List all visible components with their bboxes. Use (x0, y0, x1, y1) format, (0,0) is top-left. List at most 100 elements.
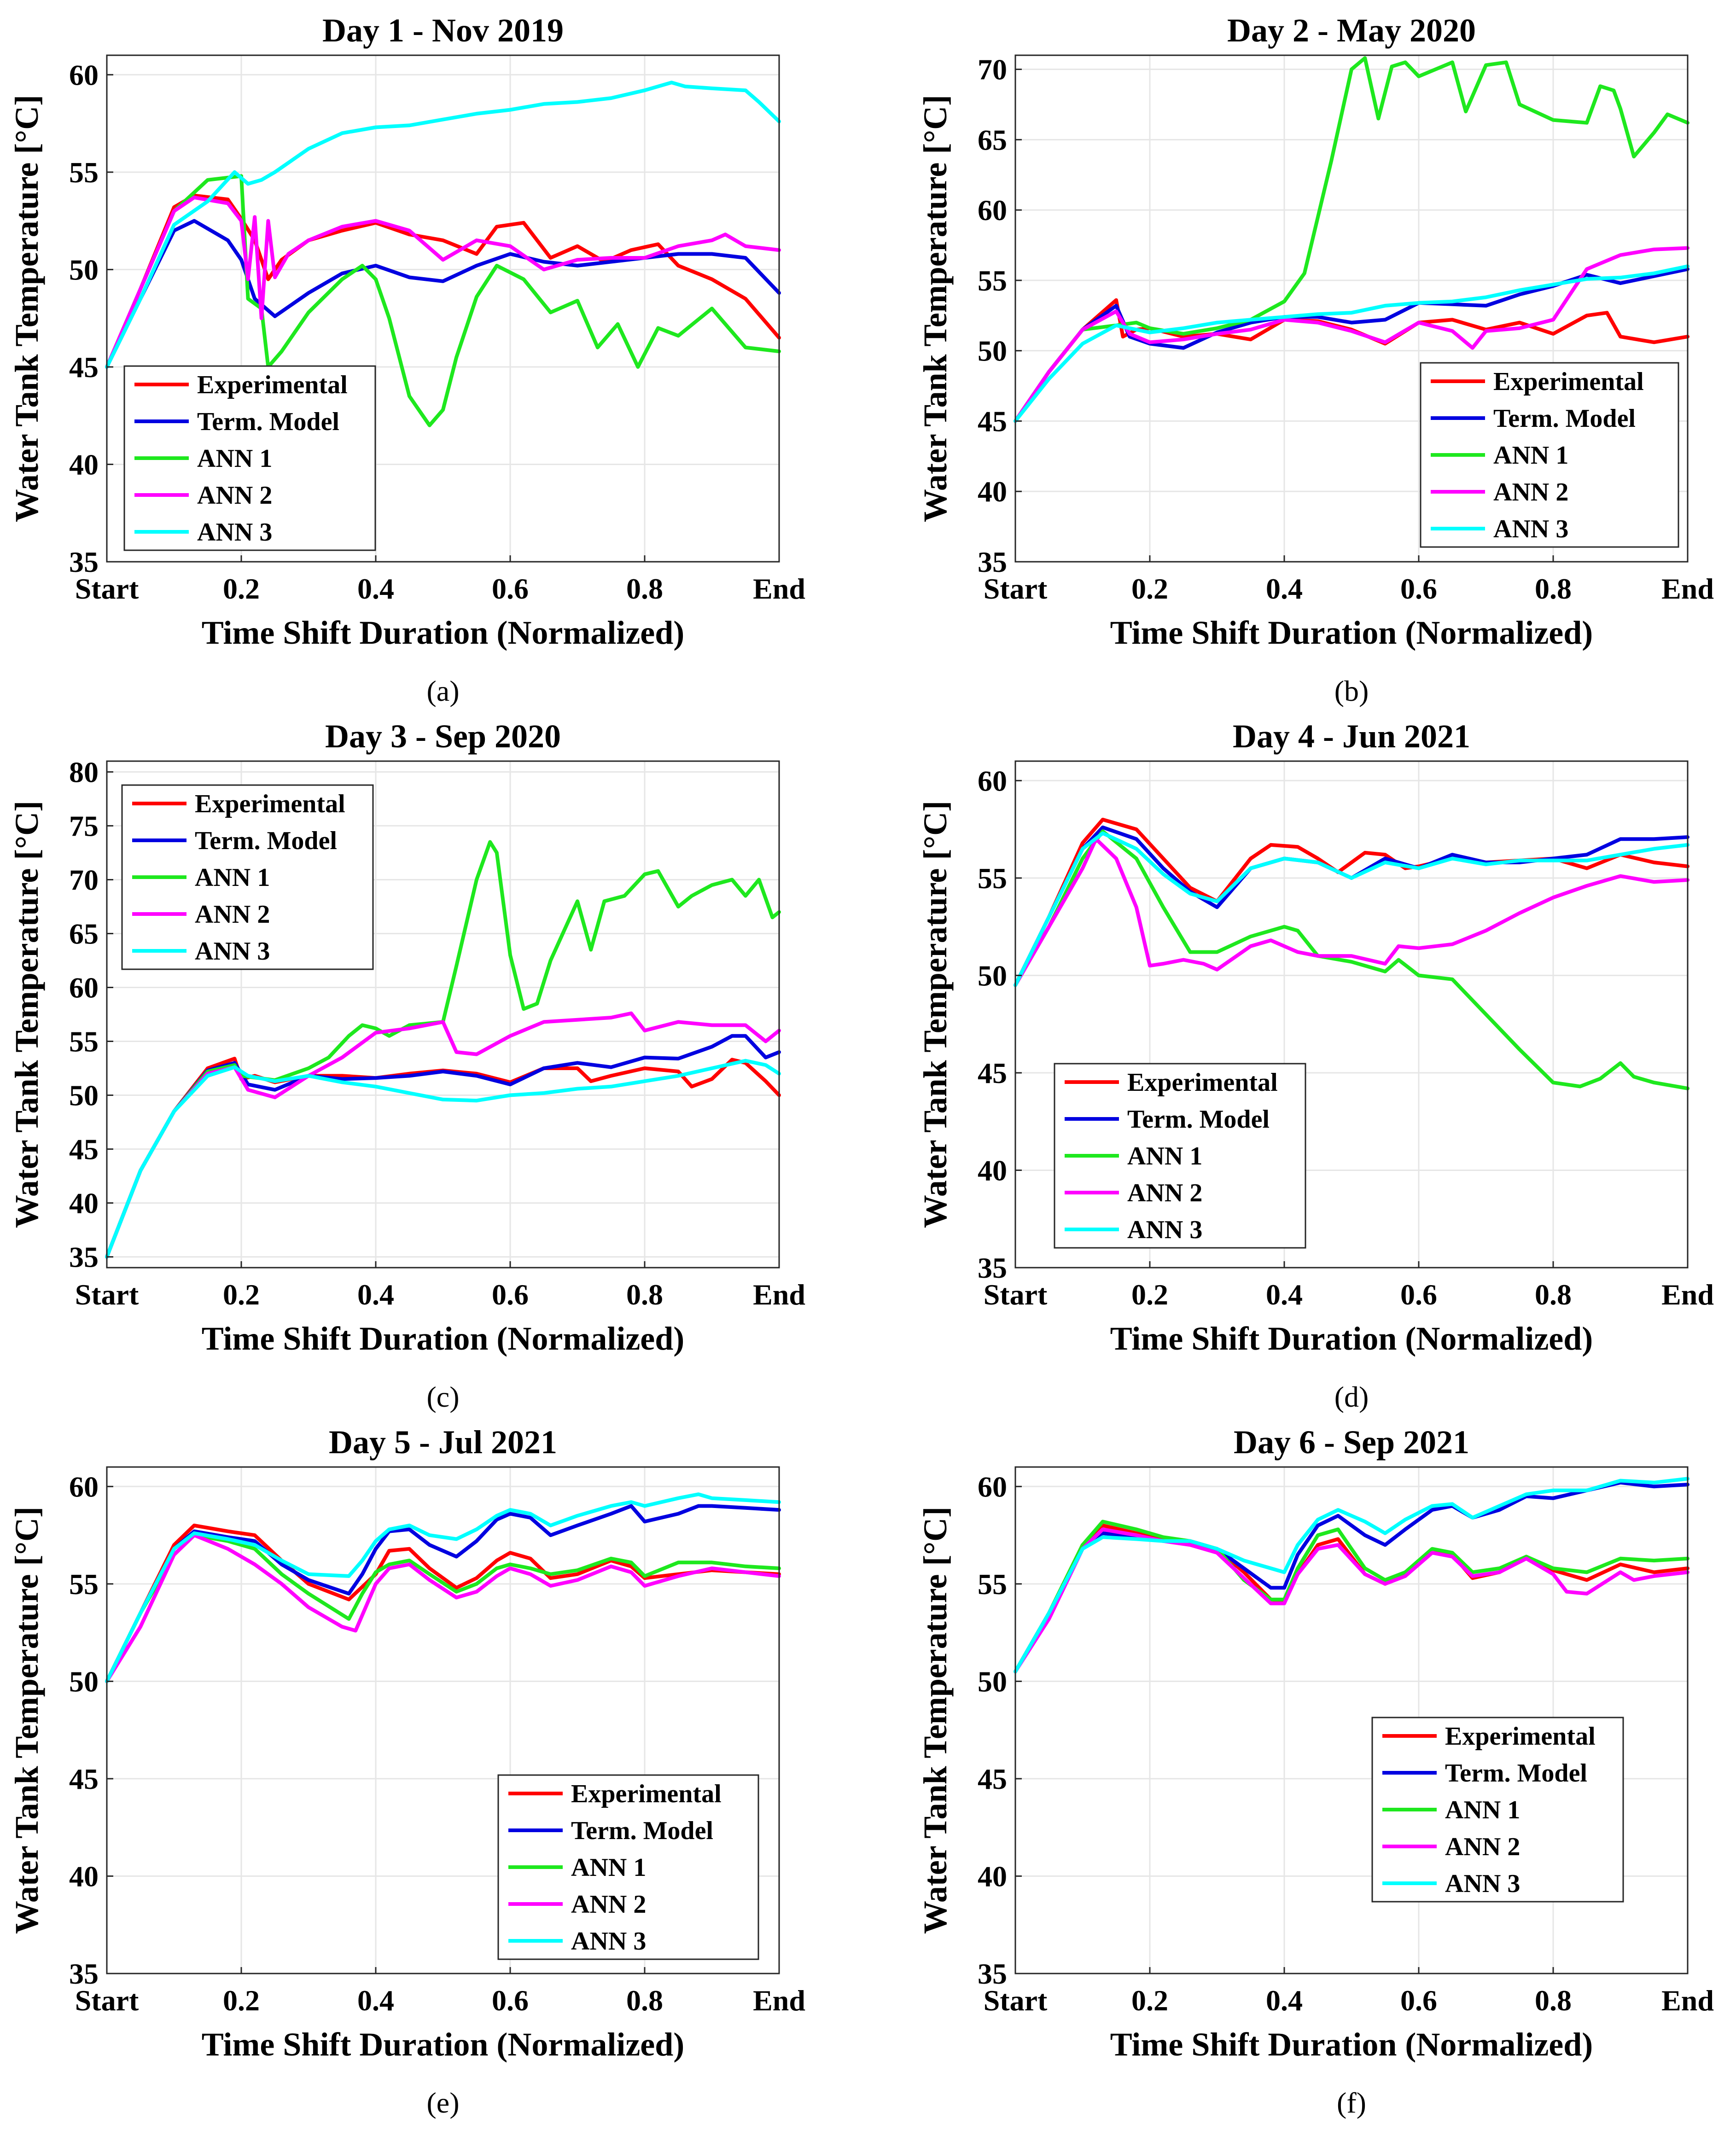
x-tick-label: 0.8 (626, 1278, 663, 1311)
y-tick-label: 60 (69, 1470, 99, 1503)
y-tick-label: 55 (69, 1025, 99, 1058)
y-tick-label: 40 (978, 1860, 1007, 1892)
series-line-ann-3 (1014, 1477, 1689, 1674)
series-line-experimental (105, 193, 781, 369)
x-tick-label: Start (75, 1984, 139, 2017)
x-tick-label: 0.6 (492, 1984, 529, 2017)
x-tick-label: 0.4 (357, 572, 394, 605)
legend-label: ANN 2 (1127, 1179, 1202, 1207)
axes-box (1014, 54, 1689, 563)
chart-title: Day 2 - May 2020 (1227, 12, 1476, 49)
series-line-term-model (105, 1034, 781, 1259)
x-tick-label: Start (984, 1984, 1048, 2017)
y-tick-label: 55 (978, 264, 1007, 297)
legend-label: Experimental (197, 371, 348, 399)
y-tick-label: 65 (69, 917, 99, 950)
y-tick-label: 55 (69, 156, 99, 189)
legend-label: Term. Model (571, 1817, 713, 1845)
legend-label: Experimental (1493, 367, 1644, 396)
x-tick-label: End (1661, 1984, 1714, 2017)
y-tick-label: 35 (978, 546, 1007, 578)
chart-panel-3: Start 0.2 0.4 0.6 0.8 End 35 40 45 50 55 60 65 70 75 80… (8, 718, 805, 1413)
y-tick-label: 35 (69, 546, 99, 578)
y-tick-label: 60 (978, 764, 1007, 797)
y-tick-label: 80 (69, 756, 99, 788)
y-axis-label: Water Tank Temperature [°C] (917, 801, 954, 1228)
y-tick-label: 60 (69, 58, 99, 91)
x-tick-label: 0.2 (223, 1278, 260, 1311)
y-tick-label: 40 (69, 448, 99, 481)
y-tick-label: 60 (69, 971, 99, 1004)
y-tick-label: 65 (978, 123, 1007, 156)
axes-box (1014, 1466, 1689, 1974)
legend-label: ANN 3 (195, 937, 270, 966)
x-tick-label: Start (75, 572, 139, 605)
x-tick-label: End (1661, 1278, 1714, 1311)
series-line-ann-2 (105, 1533, 781, 1683)
y-axis-label: Water Tank Temperature [°C] (917, 1507, 954, 1934)
legend-label: Experimental (1445, 1722, 1596, 1751)
x-tick-label: 0.4 (1266, 572, 1303, 605)
x-tick-label: 0.8 (626, 1984, 663, 2017)
x-axis-label: Time Shift Duration (Normalized) (202, 2026, 685, 2063)
series-line-ann-1 (1014, 1520, 1689, 1674)
series-line-ann-3 (105, 1492, 781, 1683)
chart-title: Day 4 - Jun 2021 (1233, 718, 1470, 755)
x-tick-label: 0.8 (626, 572, 663, 605)
legend-label: Term. Model (197, 408, 339, 436)
y-tick-label: 55 (978, 862, 1007, 895)
x-tick-label: 0.4 (1266, 1278, 1303, 1311)
legend-label: ANN 3 (1445, 1869, 1520, 1898)
legend-label: Experimental (195, 790, 345, 818)
y-tick-label: 40 (978, 1154, 1007, 1187)
x-tick-label: 0.6 (1400, 572, 1437, 605)
y-tick-label: 55 (69, 1568, 99, 1601)
series-line-ann-3 (105, 1059, 781, 1259)
legend-label: ANN 3 (571, 1927, 646, 1956)
legend-label: ANN 1 (1127, 1142, 1202, 1170)
legend-label: ANN 2 (195, 900, 270, 929)
x-axis-label: Time Shift Duration (Normalized) (1110, 1320, 1593, 1357)
x-tick-label: 0.2 (1131, 572, 1168, 605)
chart-panel-2: Start 0.2 0.4 0.6 0.8 End 35 40 45 50 55 60 65 70 Day … (917, 12, 1714, 707)
chart-title: Day 5 - Jul 2021 (329, 1424, 557, 1461)
legend-label: Term. Model (1493, 404, 1636, 433)
y-tick-label: 35 (69, 1957, 99, 1990)
x-tick-label: 0.6 (492, 1278, 529, 1311)
y-tick-label: 50 (69, 1665, 99, 1698)
x-tick-label: 0.8 (1535, 572, 1572, 605)
x-tick-label: 0.2 (223, 1984, 260, 2017)
y-tick-label: 45 (978, 405, 1007, 437)
y-axis-label: Water Tank Temperature [°C] (8, 1507, 45, 1934)
panel-caption: (d) (1334, 1380, 1369, 1413)
y-tick-label: 50 (978, 959, 1007, 992)
panel-caption: (e) (426, 2086, 459, 2119)
legend: Experimental Term. Model ANN 1 ANN 2 ANN 3 (1371, 1717, 1624, 1903)
chart-panel-1: Start 0.2 0.4 0.6 0.8 End 35 40 45 50 55 60 Day 1 - … (8, 12, 805, 707)
x-tick-label: End (753, 1278, 805, 1311)
legend-label: ANN 1 (197, 444, 272, 473)
chart-panel-5: Start 0.2 0.4 0.6 0.8 End 35 40 45 50 55 60 Day 5 - … (8, 1424, 805, 2119)
series-line-ann-1 (1014, 829, 1689, 1090)
legend: Experimental Term. Model ANN 1 ANN 2 ANN 3 (497, 1774, 759, 1960)
y-tick-label: 75 (69, 809, 99, 842)
x-axis-label: Time Shift Duration (Normalized) (1110, 614, 1593, 651)
series-line-ann-3 (1014, 831, 1689, 987)
legend-label: ANN 2 (1493, 478, 1568, 507)
y-tick-label: 50 (69, 1079, 99, 1112)
y-tick-label: 50 (978, 335, 1007, 367)
legend-label: Term. Model (1127, 1105, 1270, 1134)
legend-label: ANN 1 (571, 1853, 646, 1882)
y-tick-label: 50 (978, 1665, 1007, 1698)
x-axis-label: Time Shift Duration (Normalized) (202, 614, 685, 651)
panel-caption: (b) (1334, 675, 1369, 707)
series-line-experimental (105, 1523, 781, 1683)
y-tick-label: 45 (69, 1133, 99, 1166)
x-axis-label: Time Shift Duration (Normalized) (1110, 2026, 1593, 2063)
x-tick-label: End (753, 1984, 805, 2017)
legend: Experimental Term. Model ANN 1 ANN 2 ANN 3 (1054, 1063, 1306, 1249)
y-axis-label: Water Tank Temperature [°C] (8, 801, 45, 1228)
x-tick-label: 0.4 (1266, 1984, 1303, 2017)
x-tick-label: 0.8 (1535, 1984, 1572, 2017)
